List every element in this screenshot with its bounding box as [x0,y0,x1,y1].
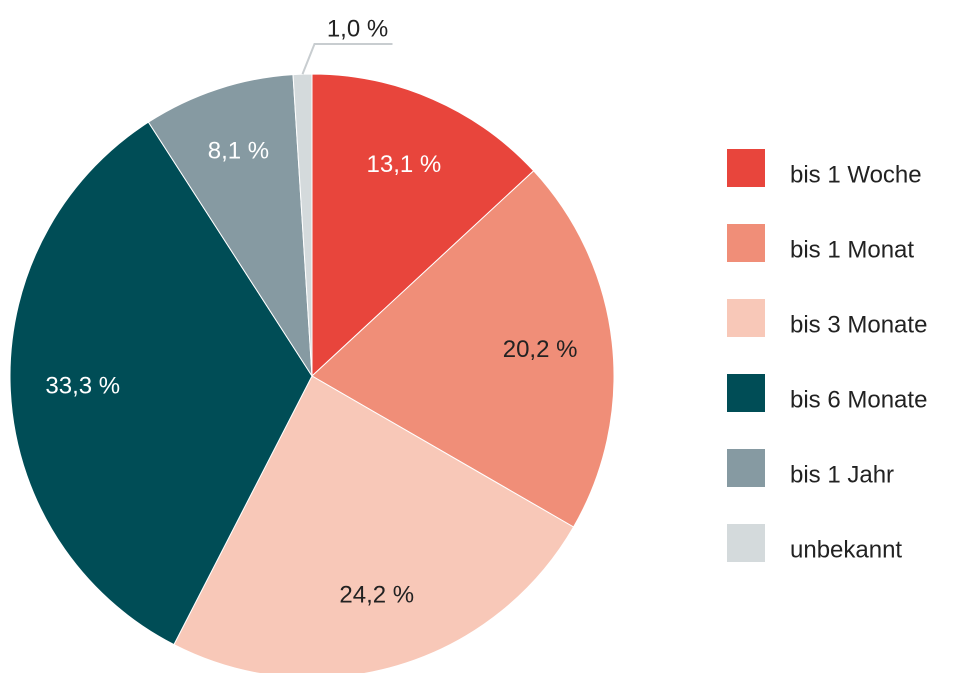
pie-slice [311,170,615,528]
legend-label: bis 1 Woche [790,161,922,188]
leader-line [301,43,393,75]
data-label: 13,1 % [367,151,442,178]
legend-swatch [727,299,765,337]
legend-swatch [727,224,765,262]
legend-swatch [727,449,765,487]
data-label: 33,3 % [45,373,120,400]
pie-slice [292,73,313,377]
data-label: 1,0 % [327,15,388,42]
pie-slice [173,375,575,673]
pie-slice [311,73,535,378]
legend-swatch [727,524,765,562]
legend-label: bis 3 Monate [790,311,927,338]
legend-swatch [727,149,765,187]
legend-label: bis 1 Jahr [790,461,894,488]
data-label: 24,2 % [339,582,414,609]
legend-label: bis 1 Monat [790,236,914,263]
pie-slice [147,74,313,378]
legend-label: bis 6 Monate [790,386,927,413]
data-label: 8,1 % [208,138,269,165]
legend-swatch [727,374,765,412]
legend-label: unbekannt [790,536,902,563]
data-label: 20,2 % [503,336,578,363]
pie-slice [9,121,313,646]
